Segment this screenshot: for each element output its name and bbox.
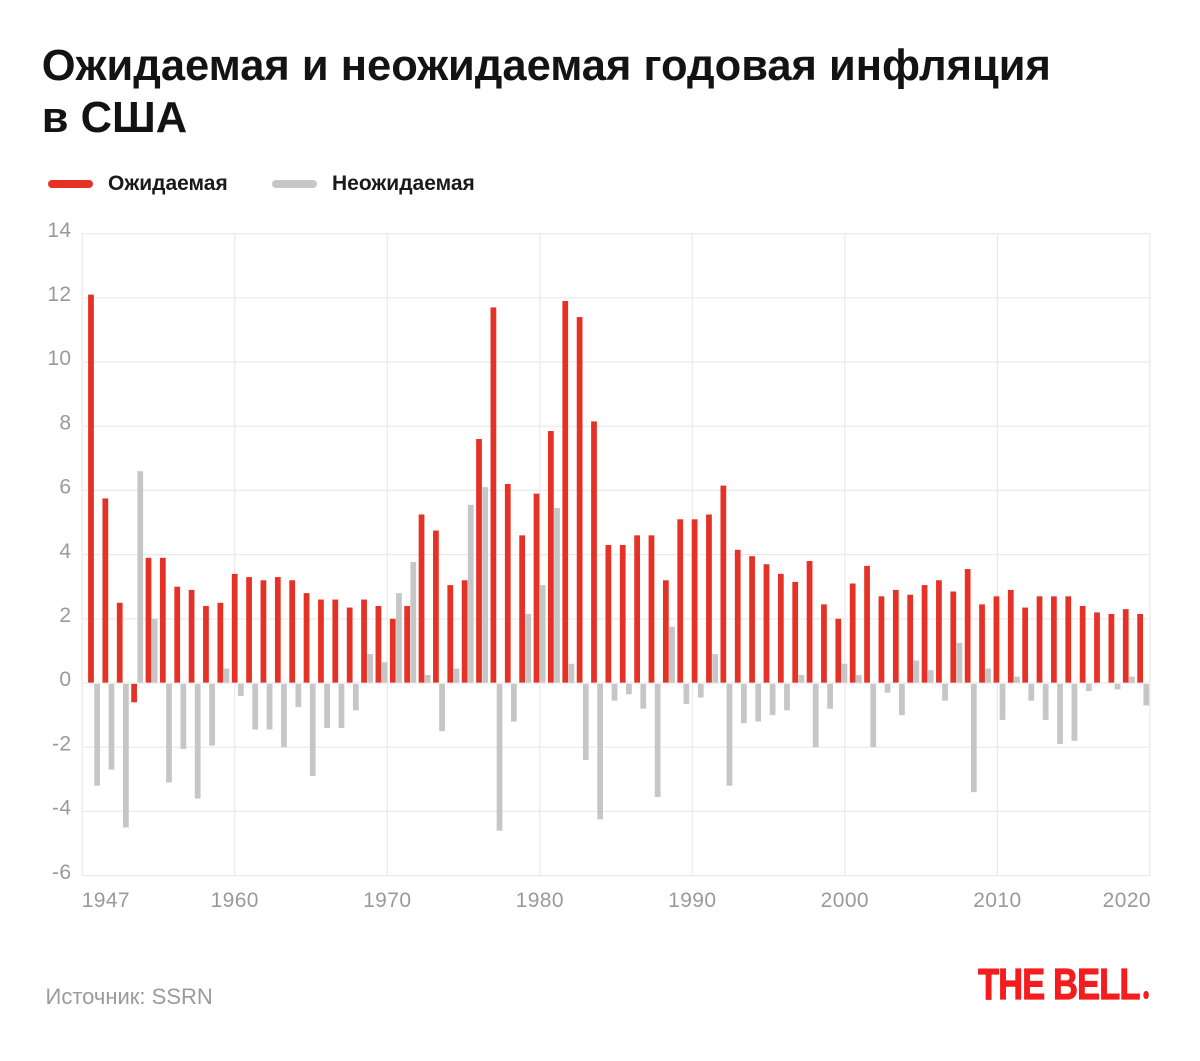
svg-text:2000: 2000 (821, 889, 869, 912)
svg-text:14: 14 (47, 219, 71, 242)
svg-text:1980: 1980 (516, 889, 564, 912)
svg-text:-2: -2 (52, 732, 71, 755)
svg-text:2: 2 (59, 604, 71, 627)
svg-text:1947: 1947 (82, 889, 130, 912)
svg-text:-6: -6 (52, 861, 71, 884)
svg-text:0: 0 (59, 668, 71, 691)
svg-text:12: 12 (47, 283, 71, 306)
svg-text:8: 8 (59, 411, 71, 434)
svg-text:6: 6 (59, 476, 71, 499)
svg-text:2020: 2020 (1103, 889, 1151, 912)
svg-text:1990: 1990 (668, 889, 716, 912)
svg-text:1970: 1970 (363, 889, 411, 912)
svg-text:-4: -4 (52, 797, 71, 820)
svg-text:4: 4 (59, 540, 71, 563)
svg-text:1960: 1960 (211, 889, 259, 912)
svg-text:10: 10 (47, 347, 71, 370)
svg-text:2010: 2010 (973, 889, 1021, 912)
